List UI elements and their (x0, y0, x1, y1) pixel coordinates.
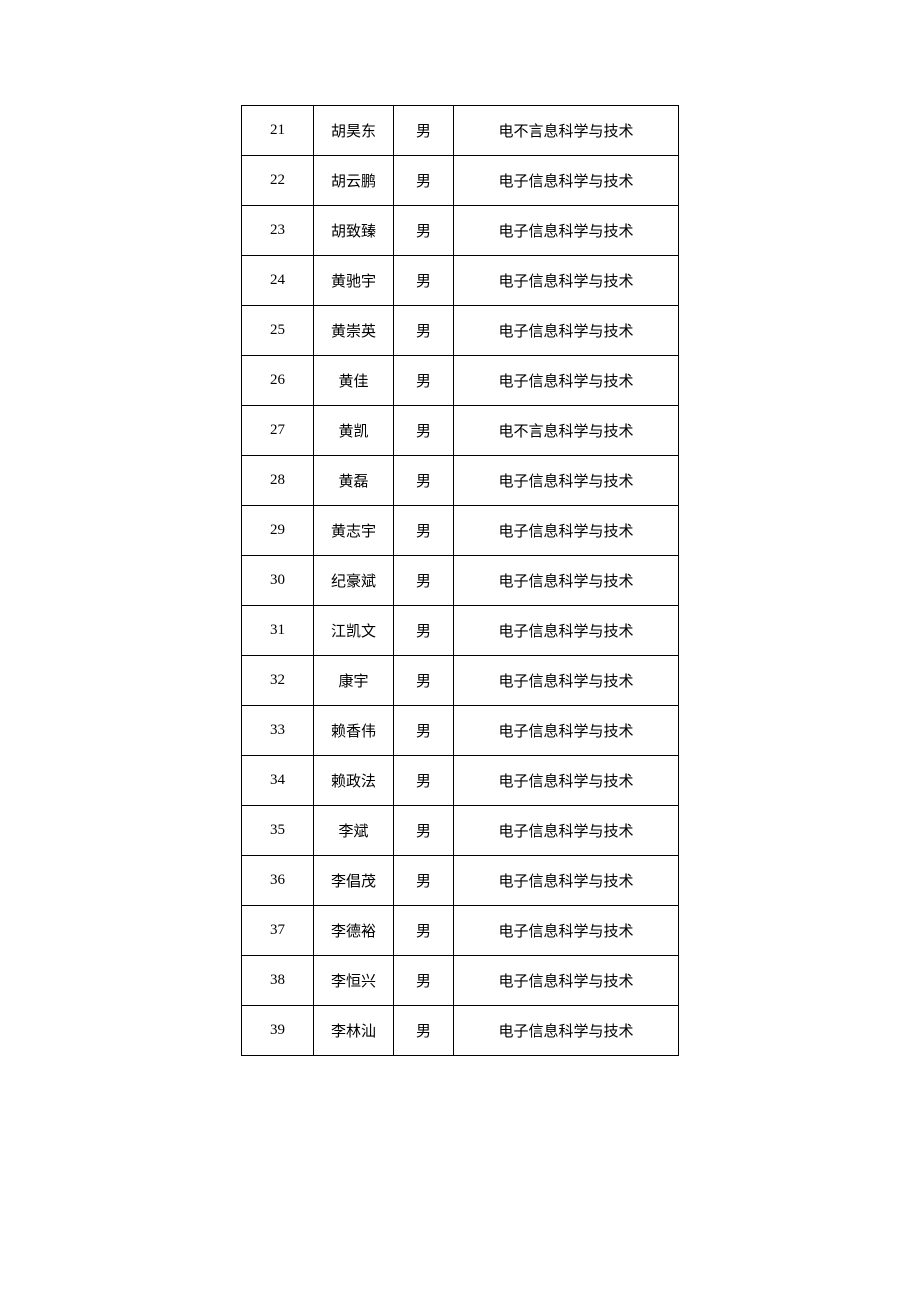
student-table: 21胡昊东男电不言息科学与技术22胡云鹏男电子信息科学与技术23胡致臻男电子信息… (241, 105, 679, 1056)
cell-gender: 男 (394, 156, 454, 206)
cell-name: 赖政法 (314, 756, 394, 806)
cell-name: 黄佳 (314, 356, 394, 406)
table-row: 28黄磊男电子信息科学与技术 (242, 456, 679, 506)
cell-name: 胡致臻 (314, 206, 394, 256)
cell-name: 李倡茂 (314, 856, 394, 906)
cell-major: 电子信息科学与技术 (454, 256, 679, 306)
cell-gender: 男 (394, 506, 454, 556)
cell-number: 23 (242, 206, 314, 256)
cell-major: 电子信息科学与技术 (454, 206, 679, 256)
cell-gender: 男 (394, 256, 454, 306)
cell-gender: 男 (394, 856, 454, 906)
cell-major: 电子信息科学与技术 (454, 356, 679, 406)
cell-number: 35 (242, 806, 314, 856)
table-row: 39李林汕男电子信息科学与技术 (242, 1006, 679, 1056)
cell-gender: 男 (394, 206, 454, 256)
cell-gender: 男 (394, 706, 454, 756)
cell-gender: 男 (394, 756, 454, 806)
cell-name: 李德裕 (314, 906, 394, 956)
cell-number: 27 (242, 406, 314, 456)
table-row: 37李德裕男电子信息科学与技术 (242, 906, 679, 956)
cell-number: 21 (242, 106, 314, 156)
cell-major: 电子信息科学与技术 (454, 756, 679, 806)
cell-major: 电子信息科学与技术 (454, 306, 679, 356)
cell-number: 33 (242, 706, 314, 756)
table-row: 22胡云鹏男电子信息科学与技术 (242, 156, 679, 206)
table-row: 27黄凯男电不言息科学与技术 (242, 406, 679, 456)
table-row: 23胡致臻男电子信息科学与技术 (242, 206, 679, 256)
cell-name: 胡云鹏 (314, 156, 394, 206)
cell-number: 28 (242, 456, 314, 506)
cell-name: 黄驰宇 (314, 256, 394, 306)
cell-major: 电子信息科学与技术 (454, 856, 679, 906)
cell-major: 电子信息科学与技术 (454, 556, 679, 606)
table-row: 38李恒兴男电子信息科学与技术 (242, 956, 679, 1006)
table-row: 24黄驰宇男电子信息科学与技术 (242, 256, 679, 306)
cell-number: 22 (242, 156, 314, 206)
cell-gender: 男 (394, 356, 454, 406)
cell-number: 24 (242, 256, 314, 306)
cell-name: 黄凯 (314, 406, 394, 456)
cell-name: 黄崇英 (314, 306, 394, 356)
cell-major: 电子信息科学与技术 (454, 956, 679, 1006)
cell-number: 30 (242, 556, 314, 606)
table-row: 30纪豪斌男电子信息科学与技术 (242, 556, 679, 606)
cell-number: 34 (242, 756, 314, 806)
cell-gender: 男 (394, 1006, 454, 1056)
cell-gender: 男 (394, 906, 454, 956)
table-row: 31江凯文男电子信息科学与技术 (242, 606, 679, 656)
cell-number: 29 (242, 506, 314, 556)
cell-number: 36 (242, 856, 314, 906)
cell-major: 电子信息科学与技术 (454, 156, 679, 206)
cell-name: 胡昊东 (314, 106, 394, 156)
cell-name: 赖香伟 (314, 706, 394, 756)
cell-gender: 男 (394, 406, 454, 456)
table-row: 36李倡茂男电子信息科学与技术 (242, 856, 679, 906)
table-row: 34赖政法男电子信息科学与技术 (242, 756, 679, 806)
cell-name: 黄志宇 (314, 506, 394, 556)
cell-number: 25 (242, 306, 314, 356)
cell-major: 电子信息科学与技术 (454, 606, 679, 656)
cell-gender: 男 (394, 806, 454, 856)
cell-gender: 男 (394, 606, 454, 656)
table-row: 21胡昊东男电不言息科学与技术 (242, 106, 679, 156)
table-row: 35李斌男电子信息科学与技术 (242, 806, 679, 856)
cell-gender: 男 (394, 556, 454, 606)
cell-gender: 男 (394, 106, 454, 156)
cell-number: 26 (242, 356, 314, 406)
cell-name: 黄磊 (314, 456, 394, 506)
table-row: 25黄崇英男电子信息科学与技术 (242, 306, 679, 356)
cell-number: 31 (242, 606, 314, 656)
cell-major: 电子信息科学与技术 (454, 506, 679, 556)
cell-name: 李斌 (314, 806, 394, 856)
cell-name: 纪豪斌 (314, 556, 394, 606)
cell-number: 38 (242, 956, 314, 1006)
cell-major: 电子信息科学与技术 (454, 1006, 679, 1056)
table-row: 26黄佳男电子信息科学与技术 (242, 356, 679, 406)
table-row: 33赖香伟男电子信息科学与技术 (242, 706, 679, 756)
cell-name: 李林汕 (314, 1006, 394, 1056)
cell-number: 39 (242, 1006, 314, 1056)
cell-major: 电子信息科学与技术 (454, 456, 679, 506)
cell-major: 电子信息科学与技术 (454, 906, 679, 956)
cell-gender: 男 (394, 456, 454, 506)
cell-major: 电子信息科学与技术 (454, 706, 679, 756)
cell-name: 江凯文 (314, 606, 394, 656)
cell-name: 康宇 (314, 656, 394, 706)
table-body: 21胡昊东男电不言息科学与技术22胡云鹏男电子信息科学与技术23胡致臻男电子信息… (242, 106, 679, 1056)
cell-name: 李恒兴 (314, 956, 394, 1006)
cell-major: 电子信息科学与技术 (454, 806, 679, 856)
cell-gender: 男 (394, 306, 454, 356)
cell-number: 32 (242, 656, 314, 706)
cell-gender: 男 (394, 656, 454, 706)
cell-number: 37 (242, 906, 314, 956)
table-row: 32康宇男电子信息科学与技术 (242, 656, 679, 706)
cell-major: 电不言息科学与技术 (454, 406, 679, 456)
table-row: 29黄志宇男电子信息科学与技术 (242, 506, 679, 556)
cell-major: 电不言息科学与技术 (454, 106, 679, 156)
cell-major: 电子信息科学与技术 (454, 656, 679, 706)
cell-gender: 男 (394, 956, 454, 1006)
